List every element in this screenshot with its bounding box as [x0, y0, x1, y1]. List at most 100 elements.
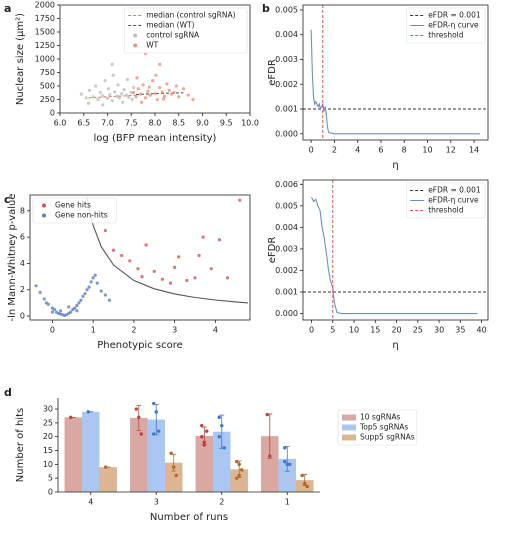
y-tick-label: 0 [50, 109, 55, 118]
x-tick-label: 14 [469, 146, 479, 155]
y-tick-label: 4 [20, 259, 25, 268]
data-point [113, 90, 117, 94]
replicate-point [152, 401, 156, 406]
legend-swatch [342, 424, 356, 431]
x-tick-label: 1 [91, 326, 96, 335]
bar [164, 462, 183, 492]
data-point [132, 86, 136, 90]
data-point [124, 93, 129, 97]
x-tick-label: 30 [434, 326, 444, 335]
replicate-point [152, 432, 156, 436]
x-tick-label: 6 [378, 146, 383, 155]
data-point [148, 93, 152, 97]
bar [278, 458, 296, 492]
data-point [86, 101, 91, 105]
replicate-point [202, 443, 206, 447]
data-point [122, 88, 126, 92]
replicate-point [265, 412, 269, 417]
y-tick-label: 0.000 [275, 129, 298, 138]
data-point [121, 100, 125, 104]
x-tick-label: 3 [172, 326, 177, 335]
y-tick-label: 0 [48, 488, 53, 497]
replicate-point [137, 415, 141, 420]
data-point [108, 93, 112, 97]
replicate-point [202, 440, 206, 444]
data-point [147, 85, 151, 89]
x-tick-label: 3 [154, 498, 159, 507]
data-point [107, 298, 112, 302]
legend-box [123, 7, 248, 54]
y-tick-label: 0.006 [275, 180, 298, 189]
replicate-point [172, 465, 176, 469]
replicate-point [104, 465, 108, 469]
data-point [67, 305, 71, 309]
data-point [79, 298, 83, 302]
y-tick-label: 10 [43, 460, 53, 469]
data-point [105, 96, 110, 101]
x-tick-label: 0 [50, 326, 55, 335]
data-point [103, 79, 107, 83]
data-point [34, 284, 38, 288]
x-axis-title: η [392, 340, 398, 351]
x-tick-label: 1 [285, 498, 290, 507]
replicate-point [139, 432, 143, 436]
data-point [83, 292, 87, 296]
x-tick-label: 4 [88, 498, 93, 507]
x-tick-label: 10 [349, 326, 359, 335]
data-point [167, 88, 171, 92]
replicate-point [235, 459, 239, 464]
data-point [96, 97, 100, 102]
y-tick-label: 15 [43, 446, 53, 455]
replicate-point [205, 429, 209, 433]
data-point [144, 243, 148, 247]
legend-label: WT [146, 41, 158, 50]
bar [147, 419, 165, 492]
replicate-point [235, 476, 239, 480]
data-point [125, 77, 130, 82]
y-axis-title: eFDR [267, 59, 278, 86]
replicate-point [222, 446, 226, 450]
data-point [143, 96, 148, 100]
x-tick-label: 8.0 [149, 119, 162, 128]
replicate-point [288, 462, 292, 467]
bar [82, 411, 100, 492]
replicate-point [69, 415, 73, 420]
y-tick-label: 0.004 [275, 30, 298, 39]
legend-swatch [342, 434, 356, 441]
y-tick-label: 1750 [35, 14, 55, 23]
legend-box [32, 197, 117, 224]
x-axis-title: η [392, 160, 398, 171]
data-point [151, 79, 155, 83]
data-point [85, 288, 89, 292]
x-tick-label: 15 [370, 326, 380, 335]
data-point [115, 94, 119, 98]
x-tick-label: 6.5 [77, 119, 90, 128]
x-tick-label: 7.0 [101, 119, 114, 128]
data-point [95, 281, 99, 285]
data-point [38, 290, 42, 294]
data-point [162, 94, 167, 98]
data-point [174, 84, 178, 88]
data-point [153, 91, 157, 96]
x-tick-label: 10.0 [241, 119, 259, 128]
x-tick-label: 8 [402, 146, 407, 155]
replicate-point [300, 473, 304, 478]
x-axis-title: log (BFP mean intensity) [94, 133, 217, 144]
legend-marker [133, 33, 138, 38]
data-point [120, 91, 124, 96]
legend-label: median (WT) [146, 21, 194, 30]
data-point [177, 255, 181, 259]
data-point [111, 73, 115, 77]
x-axis-title: Number of runs [150, 512, 228, 523]
legend-label: eFDR-η curve [428, 21, 479, 30]
y-tick-label: 0.002 [275, 80, 298, 89]
data-point [160, 277, 165, 281]
x-tick-label: 40 [477, 326, 487, 335]
data-point [110, 62, 114, 66]
replicate-point [217, 415, 221, 420]
x-tick-label: 8.5 [172, 119, 185, 128]
legend-label: eFDR-η curve [428, 196, 479, 205]
data-point [84, 96, 88, 100]
y-tick-label: 0.005 [275, 201, 298, 210]
